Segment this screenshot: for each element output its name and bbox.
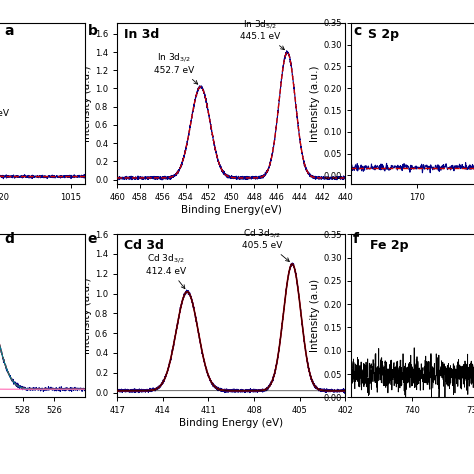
Text: In 3d$_{3/2}$
452.7 eV: In 3d$_{3/2}$ 452.7 eV — [154, 52, 198, 84]
Text: Cd 3d: Cd 3d — [124, 239, 164, 252]
X-axis label: Binding Energy(eV): Binding Energy(eV) — [181, 205, 282, 215]
Text: In 3d$_{5/2}$
445.1 eV: In 3d$_{5/2}$ 445.1 eV — [240, 18, 284, 50]
Text: c: c — [353, 24, 361, 38]
X-axis label: Binding Energy (eV): Binding Energy (eV) — [179, 418, 283, 428]
Text: Zn 2p$_{3/2}$
1022.1 eV: Zn 2p$_{3/2}$ 1022.1 eV — [0, 95, 9, 118]
Text: Cd 3d$_{3/2}$
412.4 eV: Cd 3d$_{3/2}$ 412.4 eV — [146, 253, 186, 289]
Text: Fe 2p: Fe 2p — [371, 239, 409, 252]
Y-axis label: Intensity (a.u.): Intensity (a.u.) — [82, 65, 92, 142]
Text: Cd 3d$_{5/2}$
405.5 eV: Cd 3d$_{5/2}$ 405.5 eV — [242, 227, 289, 262]
Text: e: e — [88, 232, 97, 246]
Text: a: a — [5, 24, 14, 38]
Text: S 2p: S 2p — [368, 27, 399, 41]
Y-axis label: Intensity (a.u.): Intensity (a.u.) — [310, 65, 320, 142]
Text: d: d — [5, 232, 15, 246]
Text: In 3d: In 3d — [124, 27, 159, 41]
Y-axis label: Intensity (a.u): Intensity (a.u) — [310, 279, 320, 352]
Text: b: b — [88, 24, 98, 38]
Text: f: f — [353, 232, 359, 246]
Y-axis label: Intensity (a.u.): Intensity (a.u.) — [82, 278, 92, 354]
